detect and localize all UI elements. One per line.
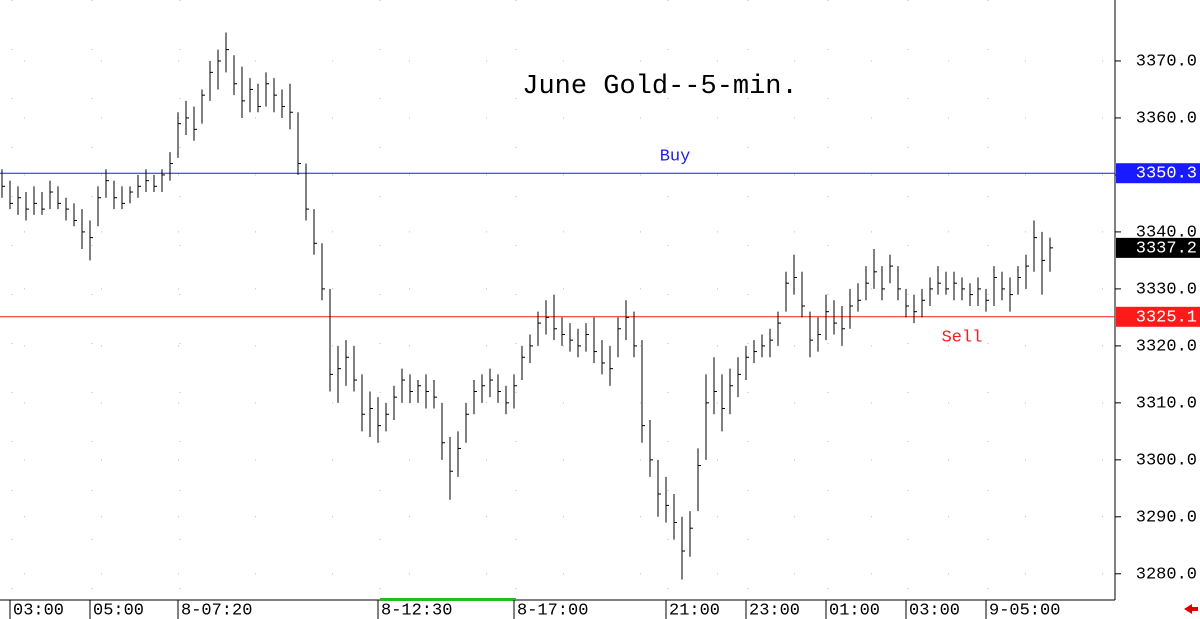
y-tick-label: 3320.0 (1136, 337, 1197, 356)
y-tick-label: 3360.0 (1136, 109, 1197, 128)
last-price-box (1116, 237, 1200, 258)
x-tick-label: 21:00 (669, 601, 720, 619)
level-label: Sell (942, 328, 983, 347)
level-label: Buy (660, 148, 691, 167)
level-price-box (1116, 306, 1200, 327)
x-tick-label: 8-17:00 (517, 601, 588, 619)
x-tick-label: 03:00 (13, 601, 64, 619)
y-tick-label: 3370.0 (1136, 52, 1197, 71)
x-tick-label: 05:00 (93, 601, 144, 619)
level-price-label: 3350.3 (1136, 165, 1197, 184)
x-tick-label: 01:00 (829, 601, 880, 619)
y-tick-label: 3300.0 (1136, 451, 1197, 470)
y-tick-label: 3330.0 (1136, 280, 1197, 299)
x-tick-label: 8-12:30 (381, 601, 452, 619)
y-tick-label: 3340.0 (1136, 223, 1197, 242)
chart-title: June Gold--5-min. (522, 72, 797, 102)
scroll-arrow (1184, 604, 1198, 614)
level-price-box (1116, 163, 1200, 184)
last-price-label: 3337.2 (1136, 239, 1197, 258)
x-tick-label: 8-07:20 (181, 601, 252, 619)
y-tick-label: 3280.0 (1136, 565, 1197, 584)
x-tick-label: 23:00 (749, 601, 800, 619)
x-tick-label: 03:00 (909, 601, 960, 619)
y-tick-label: 3310.0 (1136, 394, 1197, 413)
y-tick-label: 3290.0 (1136, 508, 1197, 527)
level-price-label: 3325.1 (1136, 308, 1197, 327)
x-tick-label: 9-05:00 (989, 601, 1060, 619)
session-marker (380, 598, 516, 601)
